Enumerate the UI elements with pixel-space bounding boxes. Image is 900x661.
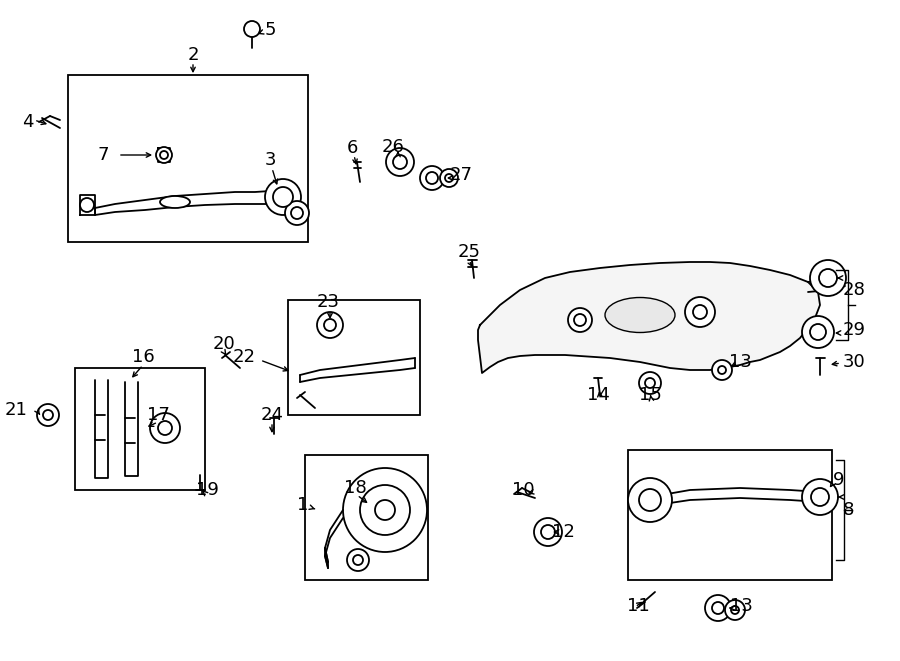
Circle shape [802, 479, 838, 515]
Circle shape [265, 179, 301, 215]
Text: 30: 30 [843, 353, 866, 371]
Circle shape [541, 525, 555, 539]
Circle shape [574, 314, 586, 326]
Circle shape [718, 366, 726, 374]
Circle shape [639, 372, 661, 394]
Circle shape [693, 305, 707, 319]
Text: 8: 8 [843, 501, 854, 519]
Circle shape [353, 555, 363, 565]
Text: 21: 21 [5, 401, 28, 419]
Bar [75, 368, 205, 490]
Circle shape [160, 151, 168, 159]
Circle shape [158, 421, 172, 435]
Text: 20: 20 [212, 335, 236, 353]
Circle shape [802, 316, 834, 348]
Text: 28: 28 [843, 281, 866, 299]
Circle shape [645, 378, 655, 388]
Text: 22: 22 [233, 348, 256, 366]
Text: 14: 14 [587, 386, 609, 404]
Text: 18: 18 [344, 479, 366, 497]
Text: 2: 2 [187, 46, 199, 64]
Circle shape [285, 201, 309, 225]
Circle shape [393, 155, 407, 169]
Text: 1: 1 [297, 496, 308, 514]
Text: 27: 27 [450, 166, 473, 184]
Text: 25: 25 [457, 243, 481, 261]
Circle shape [375, 500, 395, 520]
Circle shape [360, 485, 410, 535]
Circle shape [343, 468, 427, 552]
Bar [628, 450, 832, 580]
Circle shape [37, 404, 59, 426]
Circle shape [712, 360, 732, 380]
Text: 24: 24 [260, 406, 284, 424]
Circle shape [819, 269, 837, 287]
Bar [288, 300, 420, 415]
Circle shape [811, 488, 829, 506]
Circle shape [43, 410, 53, 420]
Circle shape [440, 169, 458, 187]
Text: 23: 23 [317, 293, 339, 311]
Circle shape [80, 198, 94, 212]
Text: 7: 7 [97, 146, 109, 164]
Circle shape [317, 312, 343, 338]
Circle shape [534, 518, 562, 546]
Polygon shape [478, 262, 820, 373]
Circle shape [628, 478, 672, 522]
Text: 15: 15 [639, 386, 662, 404]
Circle shape [386, 148, 414, 176]
Circle shape [244, 21, 260, 37]
Circle shape [445, 174, 453, 182]
Text: 17: 17 [147, 406, 169, 424]
Text: 29: 29 [843, 321, 866, 339]
Circle shape [725, 600, 745, 620]
Text: 11: 11 [626, 597, 650, 615]
Circle shape [639, 489, 661, 511]
Circle shape [420, 166, 444, 190]
Circle shape [705, 595, 731, 621]
Circle shape [291, 207, 303, 219]
Text: 12: 12 [552, 523, 574, 541]
Text: 9: 9 [833, 471, 844, 489]
Ellipse shape [160, 196, 190, 208]
Text: 4: 4 [22, 113, 34, 131]
Text: 6: 6 [346, 139, 357, 157]
Circle shape [156, 147, 172, 163]
Text: 19: 19 [195, 481, 219, 499]
Text: 13: 13 [729, 353, 751, 371]
Circle shape [426, 172, 438, 184]
Text: 5: 5 [265, 21, 276, 39]
Text: 3: 3 [265, 151, 275, 169]
Text: 16: 16 [131, 348, 155, 366]
Circle shape [731, 606, 739, 614]
Circle shape [712, 602, 724, 614]
Text: 13: 13 [730, 597, 753, 615]
Circle shape [273, 187, 293, 207]
Circle shape [810, 324, 826, 340]
Text: 10: 10 [512, 481, 535, 499]
Circle shape [150, 413, 180, 443]
Text: 26: 26 [382, 138, 404, 156]
Bar [305, 455, 428, 580]
Circle shape [347, 549, 369, 571]
Circle shape [568, 308, 592, 332]
Circle shape [324, 319, 336, 331]
Circle shape [685, 297, 715, 327]
Bar [68, 75, 308, 242]
Circle shape [810, 260, 846, 296]
Ellipse shape [605, 297, 675, 332]
